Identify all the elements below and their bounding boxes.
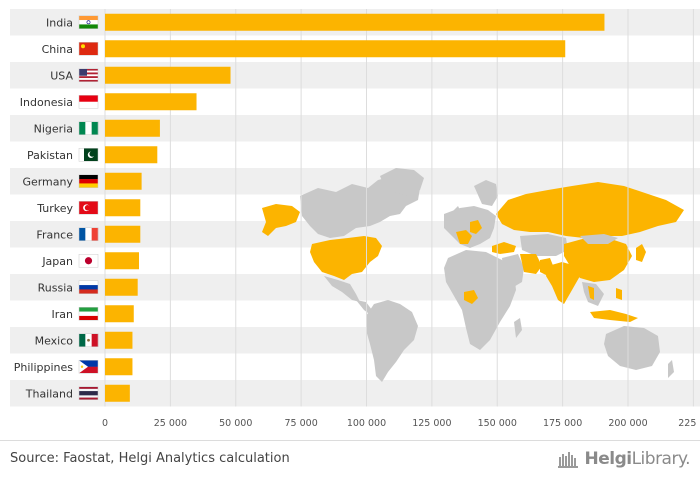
map-canada — [300, 176, 420, 238]
category-label: India — [46, 16, 73, 29]
map-usa — [310, 236, 382, 280]
bar-nigeria[interactable] — [105, 119, 160, 137]
category-label: Nigeria — [34, 122, 73, 135]
map-thailand — [588, 286, 594, 300]
logo-text-bold: Helgi — [584, 449, 632, 469]
map-scandinavia — [474, 180, 498, 206]
map-china — [564, 238, 632, 282]
category-label: Iran — [52, 308, 74, 321]
map-mexico — [324, 276, 360, 302]
map-middle-east — [502, 254, 524, 288]
category-label: Germany — [22, 175, 73, 188]
x-tick-label: 200 000 — [608, 418, 647, 429]
map-japan — [636, 244, 646, 262]
france-flag — [78, 227, 99, 241]
bar-philippines[interactable] — [105, 358, 133, 376]
x-tick-label: 100 000 — [347, 418, 386, 429]
map-alaska — [262, 204, 300, 236]
bar-mexico[interactable] — [105, 331, 133, 349]
map-nigeria — [464, 290, 478, 304]
bar-indonesia[interactable] — [105, 93, 197, 111]
thailand-flag — [78, 386, 99, 400]
bar-france[interactable] — [105, 225, 141, 243]
bar-turkey[interactable] — [105, 199, 141, 217]
bar-germany[interactable] — [105, 172, 142, 190]
china-flag — [78, 42, 99, 56]
pakistan-flag — [78, 148, 99, 162]
map-australia — [604, 326, 660, 370]
x-tick-label: 75 000 — [285, 418, 318, 429]
category-label: Indonesia — [20, 96, 73, 109]
map-germany — [470, 220, 482, 234]
flags — [78, 15, 99, 400]
x-tick-label: 0 — [102, 418, 108, 429]
map-uk — [452, 206, 462, 222]
indonesia-flag — [78, 95, 99, 109]
map-africa — [444, 250, 516, 350]
map-central-asia — [520, 234, 568, 256]
bar-chart: India China USA Indonesia Nigeria Pakistan Ger… — [10, 9, 700, 429]
category-label: Mexico — [35, 334, 74, 347]
source-note: Source: Faostat, Helgi Analytics calcula… — [10, 451, 290, 466]
bar-iran[interactable] — [105, 305, 134, 323]
category-label: Thailand — [25, 387, 73, 400]
map-russia — [496, 182, 684, 238]
category-label: USA — [50, 69, 73, 82]
map-greenland — [380, 168, 424, 196]
world-map — [262, 168, 684, 382]
x-tick-label: 175 000 — [543, 418, 582, 429]
category-label: Japan — [41, 255, 73, 268]
bar-india[interactable] — [105, 13, 605, 31]
library-icon — [558, 452, 579, 468]
footer-divider — [0, 440, 700, 441]
bar-china[interactable] — [105, 40, 566, 58]
map-south-america — [366, 300, 418, 382]
bar-russia[interactable] — [105, 278, 138, 296]
category-labels: India China USA Indonesia Nigeria Pakistan Ger… — [14, 16, 74, 400]
x-axis-ticks: 0 25 000 50 000 75 000 100 000 125 000 150 000… — [102, 418, 700, 429]
germany-flag — [78, 174, 99, 188]
map-turkey — [492, 242, 516, 254]
x-tick-label: 50 000 — [219, 418, 252, 429]
map-indonesia — [590, 310, 638, 322]
iran-flag — [78, 307, 99, 321]
india-flag — [78, 15, 99, 29]
russia-flag — [78, 280, 99, 294]
x-tick-label: 150 000 — [478, 418, 517, 429]
map-philippines — [616, 288, 622, 300]
category-label: Pakistan — [27, 149, 73, 162]
logo-text-light: Library. — [631, 449, 691, 469]
nigeria-flag — [78, 121, 99, 135]
bar-japan[interactable] — [105, 252, 139, 270]
map-mongolia — [580, 234, 618, 244]
helgi-library-logo[interactable]: Helgi Library. — [558, 447, 691, 471]
x-tick-label: 125 000 — [412, 418, 451, 429]
x-tick-label: 225 ... — [678, 418, 700, 429]
category-label: Philippines — [14, 361, 74, 374]
map-france — [456, 230, 472, 244]
usa-flag — [78, 68, 99, 82]
bars — [105, 13, 605, 402]
category-label: France — [36, 228, 73, 241]
map-madagascar — [514, 318, 522, 338]
category-label: Russia — [38, 281, 73, 294]
category-label: China — [42, 43, 73, 56]
bar-pakistan[interactable] — [105, 146, 158, 164]
turkey-flag — [78, 201, 99, 215]
category-label: Turkey — [36, 202, 73, 215]
bar-usa[interactable] — [105, 66, 231, 84]
map-iran — [520, 254, 542, 274]
mexico-flag — [78, 333, 99, 347]
japan-flag — [78, 254, 99, 268]
x-tick-label: 25 000 — [154, 418, 187, 429]
map-new-zealand — [668, 360, 674, 378]
bar-thailand[interactable] — [105, 384, 130, 402]
philippines-flag — [78, 360, 99, 374]
